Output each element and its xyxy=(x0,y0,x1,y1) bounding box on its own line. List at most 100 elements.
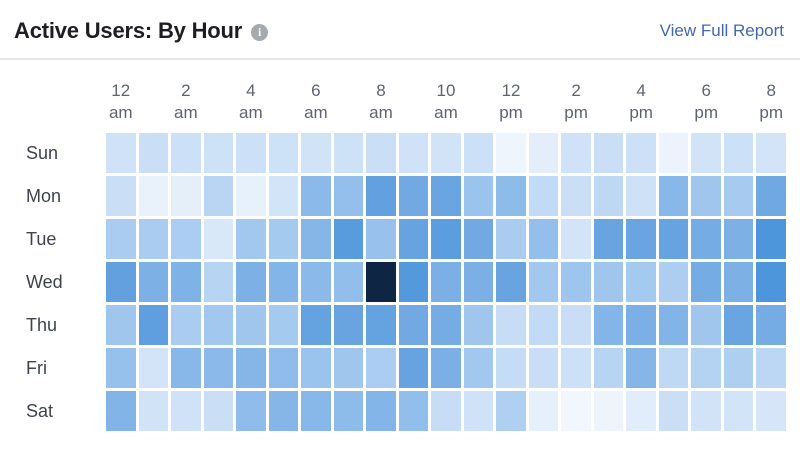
heatmap-cell[interactable] xyxy=(236,176,266,216)
heatmap-cell[interactable] xyxy=(138,176,169,216)
heatmap-cell[interactable] xyxy=(723,391,754,431)
heatmap-cell[interactable] xyxy=(301,176,331,216)
heatmap-cell[interactable] xyxy=(398,262,429,302)
heatmap-cell[interactable] xyxy=(431,176,461,216)
heatmap-cell[interactable] xyxy=(333,348,364,388)
heatmap-cell[interactable] xyxy=(626,391,656,431)
heatmap-cell[interactable] xyxy=(398,133,429,173)
heatmap-cell[interactable] xyxy=(463,305,494,345)
heatmap-cell[interactable] xyxy=(528,262,559,302)
heatmap-cell[interactable] xyxy=(431,348,461,388)
heatmap-cell[interactable] xyxy=(171,305,201,345)
heatmap-cell[interactable] xyxy=(366,176,396,216)
heatmap-cell[interactable] xyxy=(236,133,266,173)
heatmap-cell[interactable] xyxy=(723,219,754,259)
heatmap-cell[interactable] xyxy=(333,176,364,216)
heatmap-cell[interactable] xyxy=(691,133,721,173)
heatmap-cell[interactable] xyxy=(301,219,331,259)
heatmap-cell[interactable] xyxy=(138,348,169,388)
heatmap-cell[interactable] xyxy=(366,348,396,388)
info-icon[interactable]: i xyxy=(251,23,269,41)
heatmap-cell[interactable] xyxy=(593,133,624,173)
heatmap-cell[interactable] xyxy=(593,348,624,388)
heatmap-cell[interactable] xyxy=(333,133,364,173)
heatmap-cell[interactable] xyxy=(333,219,364,259)
heatmap-cell[interactable] xyxy=(301,133,331,173)
heatmap-cell[interactable] xyxy=(171,348,201,388)
heatmap-cell[interactable] xyxy=(138,219,169,259)
heatmap-cell[interactable] xyxy=(203,262,234,302)
heatmap-cell[interactable] xyxy=(593,305,624,345)
heatmap-cell[interactable] xyxy=(203,305,234,345)
heatmap-cell[interactable] xyxy=(756,176,786,216)
heatmap-cell[interactable] xyxy=(268,262,299,302)
heatmap-cell[interactable] xyxy=(431,391,461,431)
heatmap-cell[interactable] xyxy=(496,262,526,302)
heatmap-cell[interactable] xyxy=(691,348,721,388)
heatmap-cell[interactable] xyxy=(756,305,786,345)
heatmap-cell[interactable] xyxy=(138,262,169,302)
heatmap-cell[interactable] xyxy=(268,305,299,345)
heatmap-cell[interactable] xyxy=(203,133,234,173)
heatmap-cell[interactable] xyxy=(626,348,656,388)
heatmap-cell[interactable] xyxy=(593,262,624,302)
heatmap-cell[interactable] xyxy=(203,176,234,216)
heatmap-cell[interactable] xyxy=(236,348,266,388)
heatmap-cell[interactable] xyxy=(106,262,136,302)
heatmap-cell[interactable] xyxy=(756,391,786,431)
heatmap-cell[interactable] xyxy=(106,391,136,431)
heatmap-cell[interactable] xyxy=(561,305,591,345)
heatmap-cell[interactable] xyxy=(756,219,786,259)
heatmap-cell[interactable] xyxy=(301,348,331,388)
heatmap-cell[interactable] xyxy=(756,348,786,388)
heatmap-cell[interactable] xyxy=(626,133,656,173)
heatmap-cell[interactable] xyxy=(333,262,364,302)
heatmap-cell[interactable] xyxy=(268,219,299,259)
heatmap-cell[interactable] xyxy=(756,133,786,173)
heatmap-cell[interactable] xyxy=(106,133,136,173)
heatmap-cell[interactable] xyxy=(366,219,396,259)
heatmap-cell[interactable] xyxy=(691,391,721,431)
heatmap-cell[interactable] xyxy=(431,219,461,259)
heatmap-cell[interactable] xyxy=(463,391,494,431)
heatmap-cell[interactable] xyxy=(658,262,689,302)
heatmap-cell[interactable] xyxy=(528,133,559,173)
heatmap-cell[interactable] xyxy=(593,176,624,216)
heatmap-cell[interactable] xyxy=(626,305,656,345)
heatmap-cell[interactable] xyxy=(398,176,429,216)
heatmap-cell[interactable] xyxy=(398,391,429,431)
heatmap-cell[interactable] xyxy=(528,305,559,345)
heatmap-cell[interactable] xyxy=(561,391,591,431)
heatmap-cell[interactable] xyxy=(561,262,591,302)
heatmap-cell[interactable] xyxy=(463,176,494,216)
heatmap-cell[interactable] xyxy=(496,391,526,431)
heatmap-cell[interactable] xyxy=(431,133,461,173)
heatmap-cell[interactable] xyxy=(626,262,656,302)
heatmap-cell[interactable] xyxy=(658,391,689,431)
heatmap-cell[interactable] xyxy=(398,348,429,388)
heatmap-cell[interactable] xyxy=(496,305,526,345)
heatmap-cell[interactable] xyxy=(463,133,494,173)
heatmap-cell[interactable] xyxy=(236,219,266,259)
heatmap-cell[interactable] xyxy=(203,348,234,388)
heatmap-cell[interactable] xyxy=(106,348,136,388)
heatmap-cell[interactable] xyxy=(366,262,396,302)
heatmap-cell[interactable] xyxy=(723,305,754,345)
heatmap-cell[interactable] xyxy=(138,305,169,345)
heatmap-cell[interactable] xyxy=(593,391,624,431)
heatmap-cell[interactable] xyxy=(463,219,494,259)
heatmap-cell[interactable] xyxy=(561,219,591,259)
view-full-report-link[interactable]: View Full Report xyxy=(659,21,784,40)
heatmap-cell[interactable] xyxy=(301,262,331,302)
heatmap-cell[interactable] xyxy=(236,262,266,302)
heatmap-cell[interactable] xyxy=(561,176,591,216)
heatmap-cell[interactable] xyxy=(106,176,136,216)
heatmap-cell[interactable] xyxy=(301,305,331,345)
heatmap-cell[interactable] xyxy=(203,219,234,259)
heatmap-cell[interactable] xyxy=(528,219,559,259)
heatmap-cell[interactable] xyxy=(106,305,136,345)
heatmap-cell[interactable] xyxy=(366,305,396,345)
heatmap-cell[interactable] xyxy=(236,305,266,345)
heatmap-cell[interactable] xyxy=(496,176,526,216)
heatmap-cell[interactable] xyxy=(528,176,559,216)
